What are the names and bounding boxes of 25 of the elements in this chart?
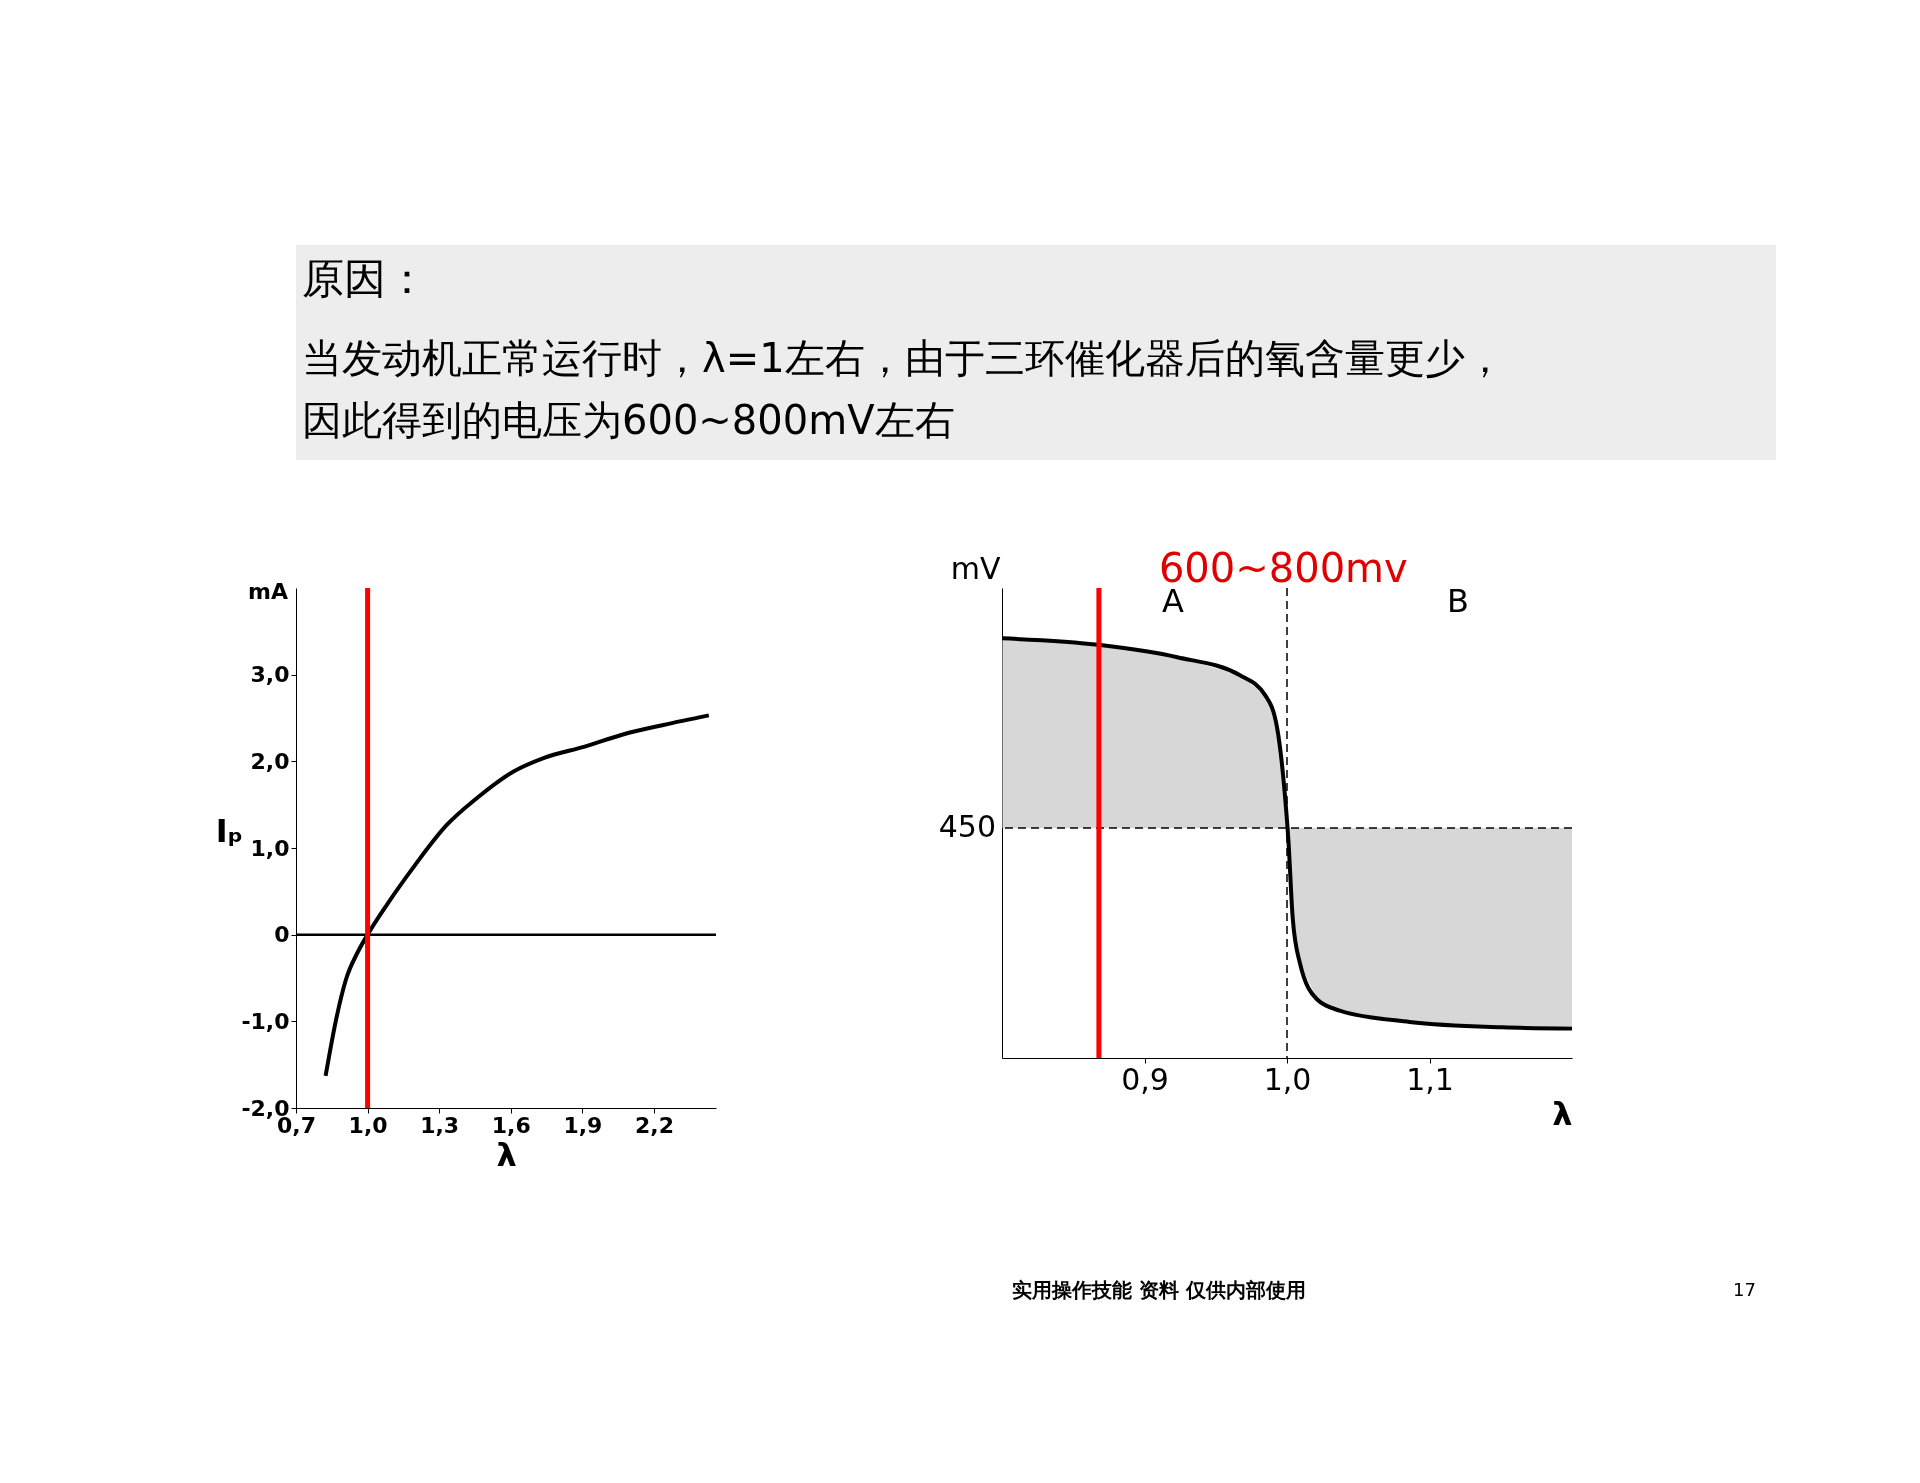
x-tick-label: 1,1	[1406, 1061, 1454, 1097]
text: 因此得到的电压为600~800mV左右	[302, 397, 955, 443]
text: 17	[1733, 1279, 1756, 1300]
text: 原因：	[302, 254, 428, 303]
x-tick-label: 1,0	[348, 1112, 388, 1138]
x-tick-label: 1,9	[563, 1112, 603, 1138]
y-tick-label: 1,0	[250, 835, 290, 861]
text: 当发动机正常运行时，λ=1左右，由于三环催化器后的氧含量更少，	[302, 335, 1505, 381]
x-tick-label: 1,0	[1263, 1061, 1312, 1097]
y-tick-label: 0	[274, 922, 290, 948]
x-tick-label: 0,9	[1121, 1061, 1169, 1097]
x-axis-title: λ	[496, 1135, 517, 1174]
text: mA	[248, 579, 288, 604]
x-tick-label: 2,2	[634, 1112, 674, 1138]
x-axis-title: λ	[1552, 1094, 1573, 1133]
x-tick-label: 1,3	[420, 1112, 460, 1138]
y-tick-label: 3,0	[250, 662, 290, 688]
text: B	[1447, 582, 1469, 620]
x-tick-label: 1,6	[491, 1112, 531, 1138]
y-axis-title: Iₚ	[215, 811, 244, 850]
text: 450	[938, 809, 996, 845]
y-tick-label: -1,0	[241, 1008, 290, 1034]
text: 实用操作技能 资料 仅供内部使用	[1012, 1278, 1306, 1302]
y-axis-title: mV	[950, 550, 1001, 586]
y-tick-label: 2,0	[250, 748, 290, 774]
